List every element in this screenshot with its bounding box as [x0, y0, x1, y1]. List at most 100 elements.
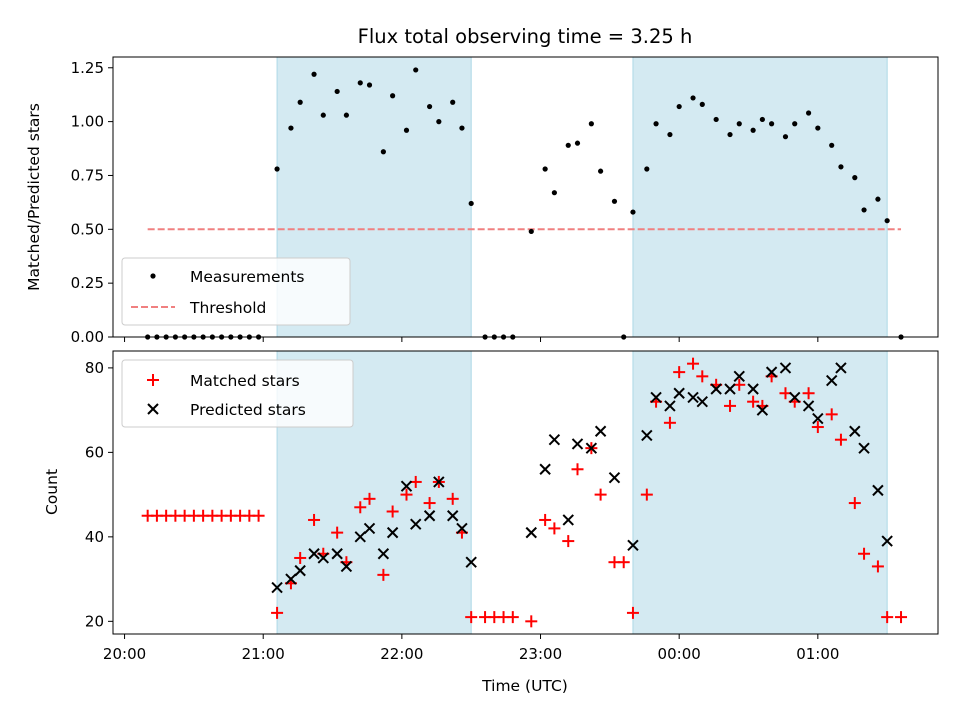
predicted-star-point [446, 510, 459, 522]
predicted-star-point [779, 362, 792, 374]
predicted-star-point [835, 362, 847, 374]
bottom-y-axis-label: Count [43, 469, 61, 515]
predicted-star-point [525, 526, 537, 539]
measurement-point [699, 101, 705, 107]
matched-star-point [308, 513, 321, 526]
matched-star-point [825, 408, 838, 421]
predicted-stars-points [271, 362, 893, 594]
predicted-star-point [354, 531, 366, 543]
predicted-star-point [539, 463, 551, 475]
measurement-point [644, 166, 650, 172]
matched-star-point [354, 501, 367, 514]
measurement-point [676, 103, 682, 110]
y-tick-label: 20 [85, 612, 104, 630]
predicted-star-point [789, 391, 801, 404]
measurement-point [727, 131, 733, 138]
predicted-star-point [571, 438, 584, 450]
predicted-star-point [756, 404, 769, 416]
predicted-star-point [641, 429, 653, 442]
predicted-star-point [331, 548, 343, 560]
measurement-point [297, 99, 303, 105]
x-axis-label: Time (UTC) [481, 677, 568, 695]
measurement-point [815, 125, 821, 131]
legend-matched-label: Matched stars [190, 372, 300, 390]
matched-star-point [696, 370, 709, 383]
predicted-star-point [400, 480, 413, 492]
predicted-star-point [317, 552, 330, 564]
bottom-y-ticks: 20 40 60 80 [85, 359, 113, 630]
matched-star-point [858, 547, 871, 560]
x-tick-label: 22:00 [380, 645, 423, 663]
measurement-point [380, 149, 386, 155]
y-tick-label: 0.50 [71, 220, 104, 238]
matched-star-point [363, 492, 376, 505]
measurement-point [288, 125, 294, 131]
measurement-point [528, 228, 534, 235]
predicted-star-point [687, 391, 699, 404]
measurement-point [403, 127, 410, 133]
bottom-shaded-regions [276, 350, 888, 635]
measurement-point [542, 166, 548, 172]
measurement-point [390, 93, 396, 99]
matched-star-point [446, 492, 459, 505]
predicted-star-point [802, 400, 815, 412]
predicted-star-point [724, 383, 736, 395]
matched-star-point [724, 399, 737, 412]
y-tick-label: 40 [85, 528, 104, 546]
x-tick-label: 23:00 [519, 645, 562, 663]
x-tick-label: 21:00 [242, 645, 285, 663]
predicted-star-point [696, 395, 708, 408]
y-tick-label: 1.00 [71, 113, 104, 131]
predicted-star-point [285, 573, 297, 585]
measurement-point [588, 121, 594, 127]
shaded-interval [632, 56, 888, 338]
predicted-star-point [608, 472, 621, 484]
predicted-star-point [410, 518, 422, 530]
matched-star-point [331, 526, 344, 539]
measurement-point [769, 121, 775, 127]
y-tick-label: 0.25 [71, 274, 104, 292]
predicted-star-point [812, 412, 824, 425]
measurement-point [320, 112, 326, 118]
measurement-point [565, 142, 571, 148]
legend-predicted-label: Predicted stars [190, 401, 306, 419]
measurement-point [838, 164, 844, 170]
measurement-point [551, 190, 557, 196]
y-tick-label: 1.25 [71, 59, 104, 77]
measurement-point [736, 121, 742, 127]
x-tick-label: 01:00 [796, 645, 839, 663]
matched-star-point [895, 611, 908, 624]
legend-matched-marker [147, 374, 159, 386]
measurement-point [366, 82, 373, 88]
top-y-axis-label: Matched/Predicted stars [25, 103, 43, 291]
predicted-star-point [423, 510, 436, 522]
measurement-point [829, 142, 835, 148]
predicted-star-point [872, 484, 884, 497]
predicted-star-point [858, 442, 870, 454]
predicted-star-point [562, 514, 574, 526]
matched-star-point [400, 488, 413, 501]
matched-star-point [640, 488, 653, 501]
measurement-point [653, 121, 659, 127]
top-x-ticks [124, 337, 819, 342]
measurement-point [436, 119, 442, 125]
y-tick-label: 0.75 [71, 166, 104, 184]
measurement-point [334, 88, 340, 95]
legend-threshold-label: Threshold [189, 299, 266, 317]
bottom-axes-frame [112, 350, 939, 635]
matched-star-point [881, 611, 894, 624]
measurement-point [852, 175, 858, 181]
predicted-star-point [664, 400, 676, 412]
matched-star-point [377, 568, 390, 581]
matched-star-point [506, 611, 519, 624]
predicted-star-point [363, 522, 376, 535]
measurement-point [574, 140, 581, 146]
measurement-point [426, 103, 433, 110]
measurement-point [667, 131, 673, 138]
predicted-star-point [747, 383, 759, 395]
measurement-point [598, 168, 604, 174]
y-tick-label: 80 [85, 359, 104, 377]
top-panel: 0.00 0.25 0.50 0.75 1.00 1.25 Matched/Predict… [25, 56, 939, 346]
matched-star-point [465, 611, 478, 624]
